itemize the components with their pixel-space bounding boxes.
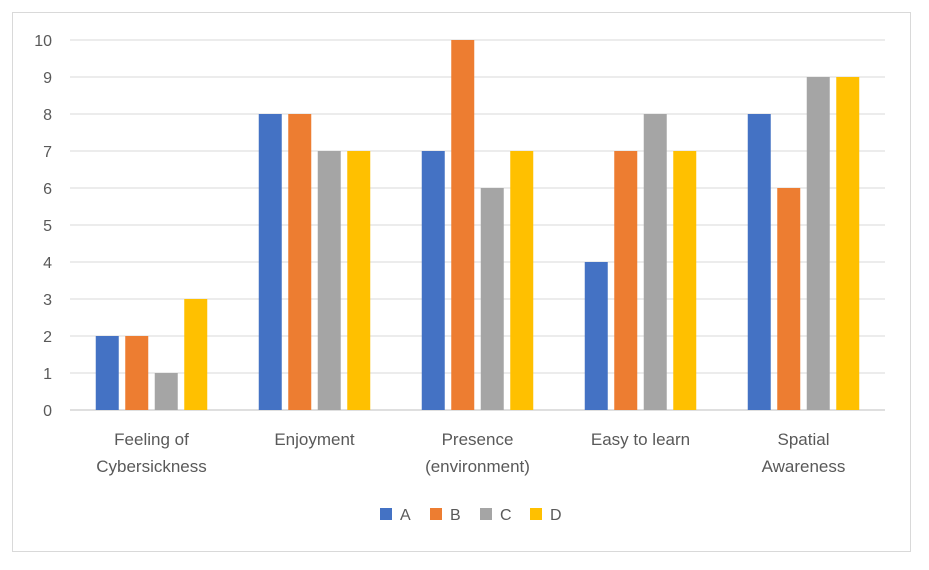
bar-b-3 — [614, 151, 638, 410]
y-tick-label: 3 — [43, 292, 52, 309]
y-tick-label: 8 — [43, 107, 52, 124]
x-category-label: Presence — [442, 430, 514, 449]
y-tick-label: 7 — [43, 144, 52, 161]
bar-a-4 — [747, 114, 771, 410]
y-tick-label: 6 — [43, 181, 52, 198]
bar-d-1 — [347, 151, 371, 410]
bar-b-2 — [451, 40, 475, 410]
bar-b-0 — [125, 336, 149, 410]
bar-d-2 — [510, 151, 534, 410]
bar-c-4 — [806, 77, 830, 410]
bar-c-1 — [317, 151, 341, 410]
x-category-label: Easy to learn — [591, 430, 690, 449]
bar-a-0 — [95, 336, 119, 410]
bar-d-4 — [836, 77, 860, 410]
x-category-label: Enjoyment — [274, 430, 355, 449]
bar-c-2 — [480, 188, 504, 410]
x-category-label: Feeling of — [114, 430, 189, 449]
legend-swatch-b — [430, 508, 442, 520]
bar-c-0 — [154, 373, 178, 410]
y-tick-label: 10 — [34, 33, 52, 50]
legend-swatch-a — [380, 508, 392, 520]
bar-a-1 — [258, 114, 282, 410]
y-tick-label: 9 — [43, 70, 52, 87]
x-axis-category-labels: Feeling of Cybersickness Enjoyment Presence… — [96, 430, 845, 476]
y-tick-label: 5 — [43, 218, 52, 235]
bar-a-2 — [421, 151, 445, 410]
x-category-label: (environment) — [425, 457, 530, 476]
legend-swatch-c — [480, 508, 492, 520]
legend-label-c: C — [500, 507, 512, 524]
x-category-label: Awareness — [762, 457, 846, 476]
bar-d-0 — [184, 299, 208, 410]
bar-b-1 — [288, 114, 312, 410]
bar-d-3 — [673, 151, 697, 410]
y-axis-tick-labels: 0 1 2 3 4 5 6 7 8 9 10 — [34, 33, 52, 420]
x-category-label: Cybersickness — [96, 457, 207, 476]
y-tick-label: 0 — [43, 403, 52, 420]
legend: A B C D — [380, 507, 562, 524]
bar-b-4 — [777, 188, 801, 410]
bar-c-3 — [643, 114, 667, 410]
y-tick-label: 2 — [43, 329, 52, 346]
y-tick-label: 1 — [43, 366, 52, 383]
legend-label-b: B — [450, 507, 461, 524]
bar-a-3 — [584, 262, 608, 410]
legend-label-a: A — [400, 507, 411, 524]
bars — [95, 40, 860, 410]
y-tick-label: 4 — [43, 255, 52, 272]
legend-swatch-d — [530, 508, 542, 520]
x-category-label: Spatial — [778, 430, 830, 449]
legend-label-d: D — [550, 507, 562, 524]
